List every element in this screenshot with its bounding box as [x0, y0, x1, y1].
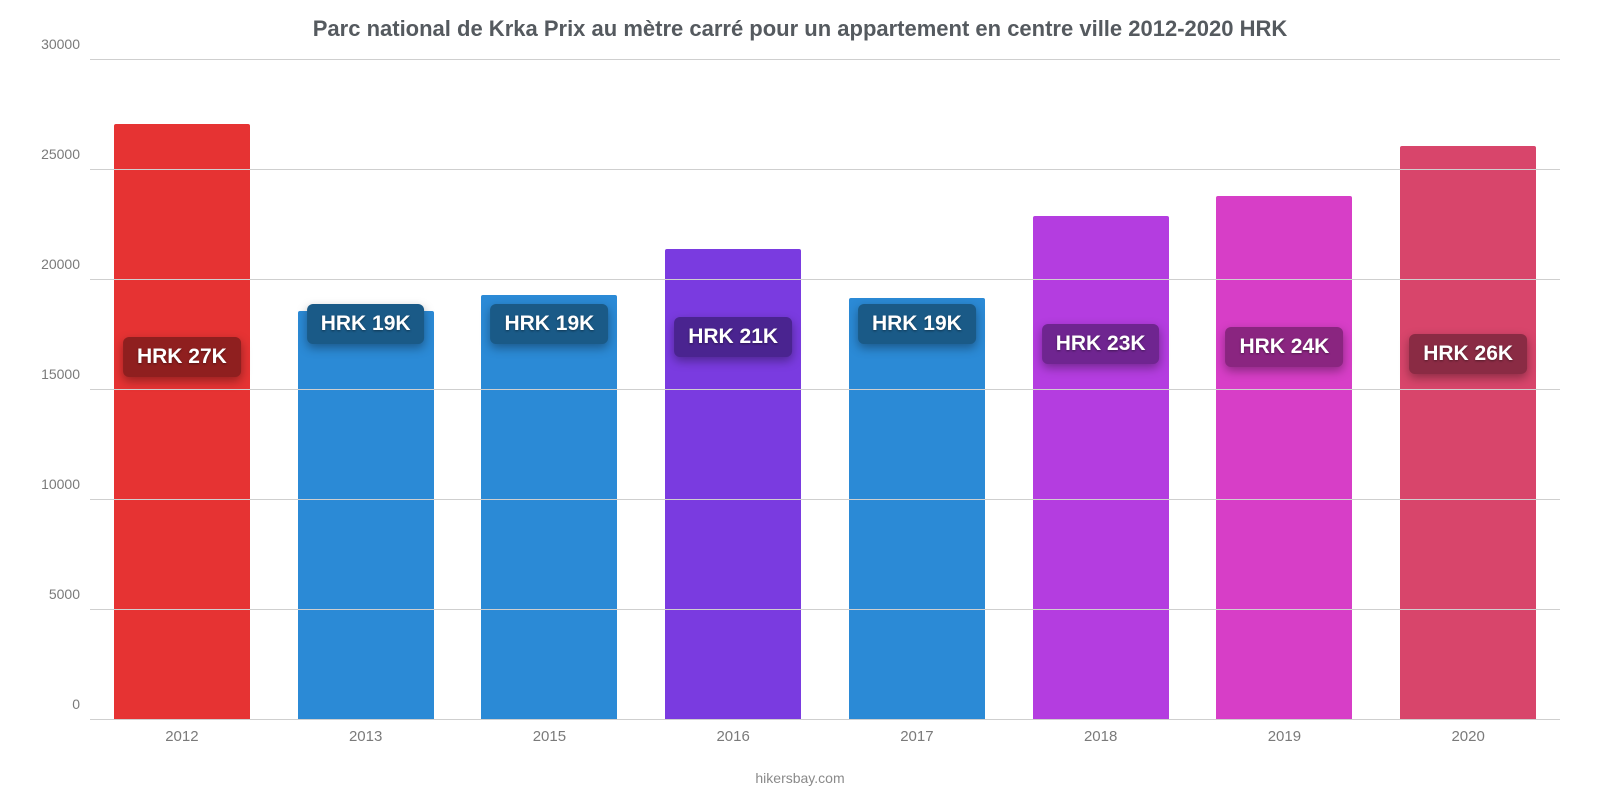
source-label: hikersbay.com [0, 770, 1600, 786]
bar-slot: HRK 19K [458, 60, 642, 720]
bar-slot: HRK 21K [641, 60, 825, 720]
bar-slot: HRK 23K [1009, 60, 1193, 720]
bars-row: HRK 27K HRK 19K HRK 19K HRK 21K HRK 19K HRK 2… [90, 60, 1560, 720]
bar [481, 295, 617, 720]
y-tick-label: 0 [72, 696, 90, 712]
grid-line [90, 279, 1560, 280]
x-axis: 20122013201520162017201820192020 [90, 720, 1560, 760]
chart-title: Parc national de Krka Prix au mètre carr… [0, 0, 1600, 42]
grid-line [90, 389, 1560, 390]
bar-value-badge: HRK 27K [123, 337, 241, 377]
x-tick-label: 2019 [1193, 720, 1377, 760]
grid-line [90, 499, 1560, 500]
grid-line [90, 609, 1560, 610]
x-tick-label: 2018 [1009, 720, 1193, 760]
bar-slot: HRK 27K [90, 60, 274, 720]
bar [1400, 146, 1536, 720]
x-tick-label: 2015 [458, 720, 642, 760]
bar [1216, 196, 1352, 720]
y-tick-label: 25000 [41, 146, 90, 162]
bar-slot: HRK 24K [1193, 60, 1377, 720]
y-tick-label: 10000 [41, 476, 90, 492]
bar [849, 298, 985, 720]
y-tick-label: 30000 [41, 36, 90, 52]
bar-value-badge: HRK 19K [307, 304, 425, 344]
y-tick-label: 5000 [49, 586, 90, 602]
grid-line [90, 59, 1560, 60]
plot-area: HRK 27K HRK 19K HRK 19K HRK 21K HRK 19K HRK 2… [90, 60, 1560, 720]
bar [298, 311, 434, 720]
bar-value-badge: HRK 19K [490, 304, 608, 344]
bar-value-badge: HRK 19K [858, 304, 976, 344]
bar-value-badge: HRK 24K [1225, 327, 1343, 367]
bar-chart: Parc national de Krka Prix au mètre carr… [0, 0, 1600, 800]
bar-value-badge: HRK 26K [1409, 334, 1527, 374]
x-tick-label: 2013 [274, 720, 458, 760]
bar-value-badge: HRK 23K [1042, 324, 1160, 364]
grid-line [90, 169, 1560, 170]
bar-value-badge: HRK 21K [674, 317, 792, 357]
x-tick-label: 2016 [641, 720, 825, 760]
bar [1033, 216, 1169, 720]
y-tick-label: 20000 [41, 256, 90, 272]
bar-slot: HRK 26K [1376, 60, 1560, 720]
y-tick-label: 15000 [41, 366, 90, 382]
bar [114, 124, 250, 720]
bar-slot: HRK 19K [825, 60, 1009, 720]
bar-slot: HRK 19K [274, 60, 458, 720]
x-tick-label: 2020 [1376, 720, 1560, 760]
x-tick-label: 2017 [825, 720, 1009, 760]
x-tick-label: 2012 [90, 720, 274, 760]
